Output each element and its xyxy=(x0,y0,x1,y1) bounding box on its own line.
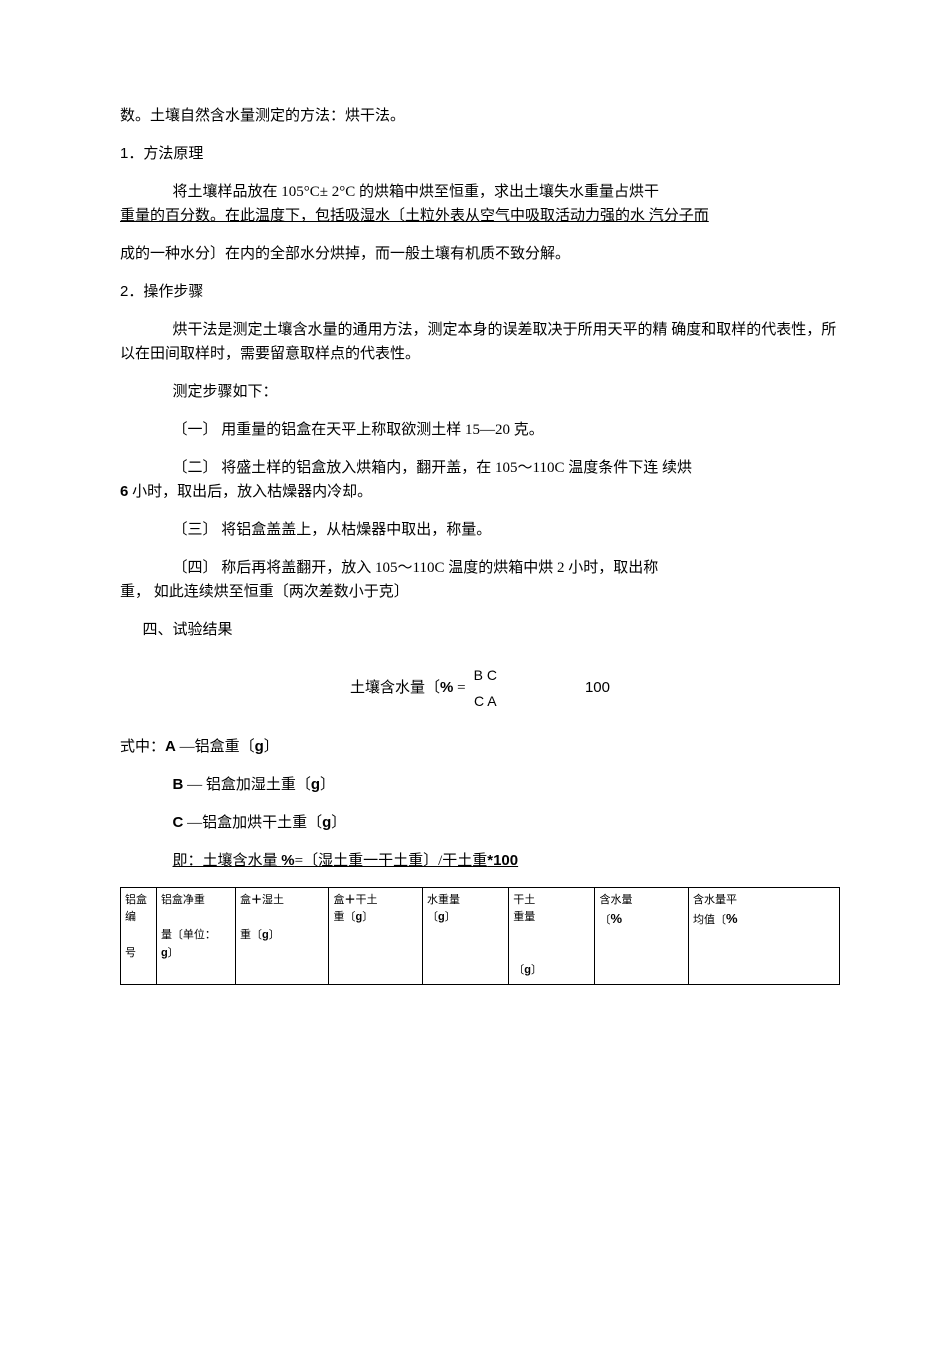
section-1-para-2: 成的一种水分〕在内的全部水分烘掉，而一般土壤有机质不致分解。 xyxy=(120,242,840,266)
step-4: 〔四〕 称后再将盖翻开，放入 105〜110C 温度的烘箱中烘 2 小时，取出称… xyxy=(120,556,840,604)
results-table: 铝盒 编 号 铝盒净重 量〔单位： g〕 盒＋湿土 重〔g〕 盒＋干土 重〔g〕… xyxy=(120,887,840,985)
col-header-3: 盒＋湿土 重〔g〕 xyxy=(236,887,329,984)
text-line: 〔四〕 称后再将盖翻开，放入 105〜110C 温度的烘箱中烘 2 小时，取出称 xyxy=(120,556,840,580)
section-number: 2．操作步骤 xyxy=(120,283,203,300)
text-line: 重量的百分数。在此温度下，包括吸湿水〔土粒外表从空气中吸取活动力强的水 汽分子而 xyxy=(120,204,840,228)
col-header-6: 干土 重量 〔g〕 xyxy=(509,887,595,984)
section-2-para-2: 测定步骤如下： xyxy=(120,380,840,404)
formula-numerator: B C xyxy=(474,662,497,688)
text-line: 将土壤样品放在 105°C± 2°C 的烘箱中烘至恒重，求出土壤失水重量占烘干 xyxy=(120,180,840,204)
col-header-2: 铝盒净重 量〔单位： g〕 xyxy=(156,887,235,984)
text-line: 6 小时，取出后，放入枯燥器内冷却。 xyxy=(120,480,840,504)
col-header-4: 盒＋干土 重〔g〕 xyxy=(329,887,422,984)
text-line: 重， 如此连续烘至恒重〔两次差数小于克〕 xyxy=(120,580,840,604)
formula-multiplier: 100 xyxy=(585,676,610,700)
intro-text: 数。土壤自然含水量测定的方法：烘干法。 xyxy=(120,104,840,128)
col-header-7: 含水量 〔% xyxy=(595,887,688,984)
step-2: 〔二〕 将盛土样的铝盒放入烘箱内，翻开盖，在 105〜110C 温度条件下连 续… xyxy=(120,456,840,504)
table-header-row: 铝盒 编 号 铝盒净重 量〔单位： g〕 盒＋湿土 重〔g〕 盒＋干土 重〔g〕… xyxy=(121,887,840,984)
step-3: 〔三〕 将铝盒盖盖上，从枯燥器中取出，称量。 xyxy=(120,518,840,542)
section-2-para-1: 烘干法是测定土壤含水量的通用方法，测定本身的误差取决于所用天平的精 确度和取样的… xyxy=(120,318,840,366)
section-number: 1．方法原理 xyxy=(120,145,203,162)
legend-a: 式中：A —铝盒重〔g〕 xyxy=(120,735,840,759)
section-1-para-1: 将土壤样品放在 105°C± 2°C 的烘箱中烘至恒重，求出土壤失水重量占烘干 … xyxy=(120,180,840,228)
formula-denominator: C A xyxy=(474,688,497,714)
section-1-title: 1．方法原理 xyxy=(120,142,840,166)
formula-fraction: B C C A xyxy=(474,662,497,715)
formula-label: 土壤含水量〔% = xyxy=(350,676,466,700)
col-header-5: 水重量 〔g〕 xyxy=(422,887,508,984)
legend-c: C —铝盒加烘干土重〔g〕 xyxy=(120,811,840,835)
step-1: 〔一〕 用重量的铝盒在天平上称取欲测土样 15—20 克。 xyxy=(120,418,840,442)
text-line: 〔二〕 将盛土样的铝盒放入烘箱内，翻开盖，在 105〜110C 温度条件下连 续… xyxy=(120,456,840,480)
col-header-8: 含水量平 均值〔% xyxy=(688,887,839,984)
legend-b: B — 铝盒加湿土重〔g〕 xyxy=(120,773,840,797)
formula: 土壤含水量〔% = B C C A 100 xyxy=(120,662,840,715)
section-4-title: 四、试验结果 xyxy=(120,618,840,642)
col-header-1: 铝盒 编 号 xyxy=(121,887,157,984)
legend-final: 即：土壤含水量 %=〔湿土重一干土重〕/干土重*100 xyxy=(120,849,840,873)
section-2-title: 2．操作步骤 xyxy=(120,280,840,304)
